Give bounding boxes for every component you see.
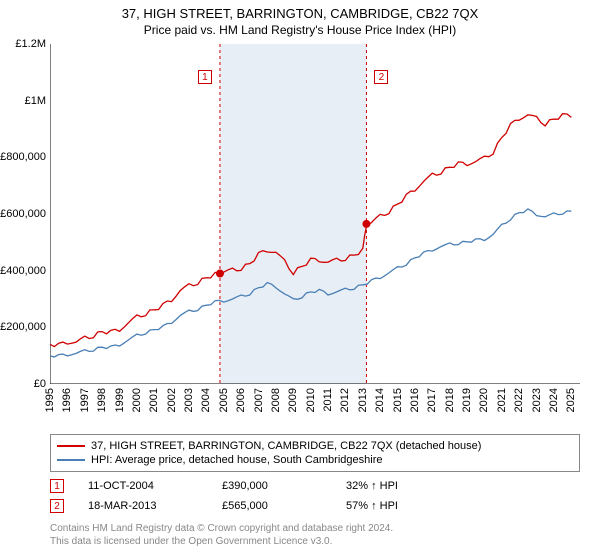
y-axis-label: £1M: [0, 95, 46, 107]
x-axis-label: 2010: [305, 388, 317, 412]
x-axis-label: 2021: [496, 388, 508, 412]
legend-item: HPI: Average price, detached house, Sout…: [57, 453, 573, 467]
x-axis-label: 2009: [287, 388, 299, 412]
x-axis-label: 2011: [322, 388, 334, 412]
chart-svg: [50, 44, 580, 384]
chart-title: 37, HIGH STREET, BARRINGTON, CAMBRIDGE, …: [0, 0, 600, 21]
legend-swatch: [57, 445, 85, 447]
x-axis-label: 1999: [114, 388, 126, 412]
x-axis-label: 2003: [183, 388, 195, 412]
chart-marker-label: 1: [198, 70, 212, 84]
y-axis-label: £600,000: [0, 208, 46, 220]
x-axis-label: 1998: [96, 388, 108, 412]
x-axis-label: 2016: [409, 388, 421, 412]
footer: Contains HM Land Registry data © Crown c…: [50, 522, 393, 548]
transaction-date: 11-OCT-2004: [88, 480, 198, 492]
transaction-date: 18-MAR-2013: [88, 500, 198, 512]
x-axis-label: 2004: [200, 388, 212, 412]
transaction-price: £565,000: [222, 500, 322, 512]
transaction-pct: 32% ↑ HPI: [346, 480, 466, 492]
x-axis-label: 2014: [374, 388, 386, 412]
transaction-marker: 2: [50, 499, 64, 513]
x-axis-label: 2017: [426, 388, 438, 412]
y-axis-label: £400,000: [0, 265, 46, 277]
x-axis-label: 1996: [61, 388, 73, 412]
x-axis-label: 2002: [166, 388, 178, 412]
legend-swatch: [57, 459, 85, 461]
transaction-row: 1 11-OCT-2004 £390,000 32% ↑ HPI: [50, 476, 580, 496]
chart-subtitle: Price paid vs. HM Land Registry's House …: [0, 21, 600, 37]
x-axis-label: 2015: [392, 388, 404, 412]
x-axis-label: 2022: [513, 388, 525, 412]
x-axis-label: 2000: [131, 388, 143, 412]
x-axis-label: 2001: [148, 388, 160, 412]
x-axis-label: 1997: [79, 388, 91, 412]
legend-label: HPI: Average price, detached house, Sout…: [91, 454, 382, 466]
footer-line: Contains HM Land Registry data © Crown c…: [50, 522, 393, 535]
transaction-pct: 57% ↑ HPI: [346, 500, 466, 512]
x-axis-label: 2023: [531, 388, 543, 412]
x-axis-label: 2008: [270, 388, 282, 412]
transaction-table: 1 11-OCT-2004 £390,000 32% ↑ HPI 2 18-MAR-201…: [50, 476, 580, 516]
legend-item: 37, HIGH STREET, BARRINGTON, CAMBRIDGE, …: [57, 439, 573, 453]
x-axis-label: 1995: [44, 388, 56, 412]
legend-box: 37, HIGH STREET, BARRINGTON, CAMBRIDGE, …: [50, 434, 580, 472]
x-axis-label: 2013: [357, 388, 369, 412]
x-axis-label: 2024: [548, 388, 560, 412]
y-axis-label: £200,000: [0, 321, 46, 333]
x-axis-label: 2012: [339, 388, 351, 412]
x-axis-label: 2006: [235, 388, 247, 412]
x-axis-label: 2020: [478, 388, 490, 412]
y-axis-label: £1.2M: [0, 38, 46, 50]
x-axis-label: 2005: [218, 388, 230, 412]
transaction-price: £390,000: [222, 480, 322, 492]
chart-marker-label: 2: [374, 70, 388, 84]
transaction-row: 2 18-MAR-2013 £565,000 57% ↑ HPI: [50, 496, 580, 516]
x-axis-label: 2019: [461, 388, 473, 412]
x-axis-label: 2007: [253, 388, 265, 412]
transaction-marker: 1: [50, 479, 64, 493]
x-axis-label: 2025: [565, 388, 577, 412]
footer-line: This data is licensed under the Open Gov…: [50, 535, 393, 548]
chart-area: £0£200,000£400,000£600,000£800,000£1M£1.…: [50, 44, 580, 384]
y-axis-label: £0: [0, 378, 46, 390]
y-axis-label: £800,000: [0, 151, 46, 163]
legend-label: 37, HIGH STREET, BARRINGTON, CAMBRIDGE, …: [91, 440, 481, 452]
x-axis-label: 2018: [444, 388, 456, 412]
